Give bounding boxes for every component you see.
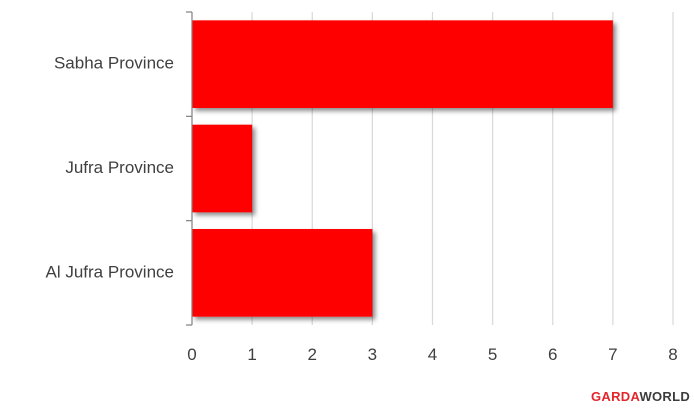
x-tick-label: 1 [247, 345, 256, 364]
category-label: Sabha Province [54, 54, 174, 73]
category-label: Al Jufra Province [46, 262, 175, 281]
bar-1 [192, 20, 613, 108]
x-tick-label: 3 [368, 345, 377, 364]
x-tick-label: 5 [488, 345, 497, 364]
y-axis [186, 11, 193, 326]
logo-part2: WORLD [639, 389, 691, 404]
logo-part1: GARDA [591, 389, 640, 404]
x-tick-labels: 0 1 2 3 4 5 6 7 8 [187, 345, 677, 364]
x-tick-label: 0 [187, 345, 196, 364]
x-tick-label: 8 [668, 345, 677, 364]
x-tick-label: 4 [428, 345, 437, 364]
category-labels: Sabha Province Jufra Province Al Jufra Pro… [46, 54, 175, 282]
x-tick-label: 6 [548, 345, 557, 364]
bars [192, 20, 613, 317]
gardaworld-logo: GARDAWORLD [591, 389, 690, 404]
x-tick-label: 7 [608, 345, 617, 364]
category-label: Jufra Province [65, 158, 174, 177]
bar-2 [192, 124, 253, 213]
bar-3 [192, 229, 373, 317]
x-tick-label: 2 [308, 345, 317, 364]
